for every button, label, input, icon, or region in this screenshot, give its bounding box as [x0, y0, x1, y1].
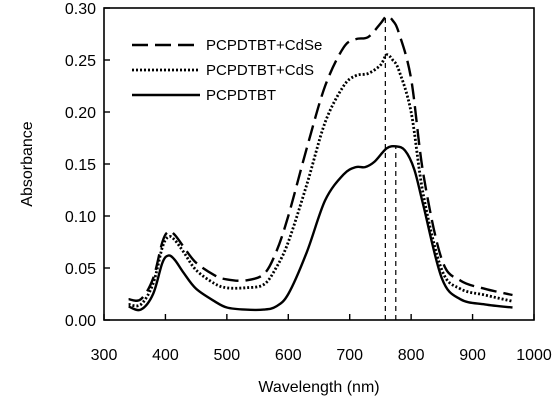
x-tick-label: 300 [91, 347, 118, 364]
series-line-pcpdtbt-cds [128, 53, 513, 308]
x-tick-label: 500 [214, 347, 241, 364]
x-tick-label: 1000 [516, 347, 552, 364]
y-tick-label: 0.30 [65, 1, 96, 18]
y-axis-title: Absorbance [19, 121, 36, 206]
x-tick-label: 600 [275, 347, 302, 364]
y-tick-label: 0.25 [65, 53, 96, 70]
series-line-pcpdtbt [128, 144, 513, 312]
y-tick-label: 0.20 [65, 105, 96, 122]
y-tick-label: 0.15 [65, 157, 96, 174]
legend-label: PCPDTBT [206, 87, 276, 104]
y-tick-label: 0.10 [65, 209, 96, 226]
y-axis-ticks: 0.00 0.05 0.10 0.15 0.20 0.25 0.30 [65, 1, 110, 330]
legend: PCPDTBT+CdSe PCPDTBT+CdS PCPDTBT [132, 37, 322, 104]
x-axis-title: Wavelength (nm) [258, 379, 379, 396]
legend-label: PCPDTBT+CdSe [206, 37, 322, 54]
annotation-lines [384, 16, 397, 320]
series-lines [128, 15, 513, 312]
y-tick-label: 0.05 [65, 261, 96, 278]
y-tick-label: 0.00 [65, 313, 96, 330]
x-tick-label: 800 [398, 347, 425, 364]
x-axis-ticks: 300 400 500 600 700 800 900 1000 [91, 314, 552, 364]
x-tick-label: 900 [459, 347, 486, 364]
x-tick-label: 700 [336, 347, 363, 364]
x-tick-label: 400 [152, 347, 179, 364]
legend-label: PCPDTBT+CdS [206, 62, 314, 79]
plot-frame [103, 7, 535, 321]
series-line-pcpdtbt-cdse [128, 15, 513, 302]
